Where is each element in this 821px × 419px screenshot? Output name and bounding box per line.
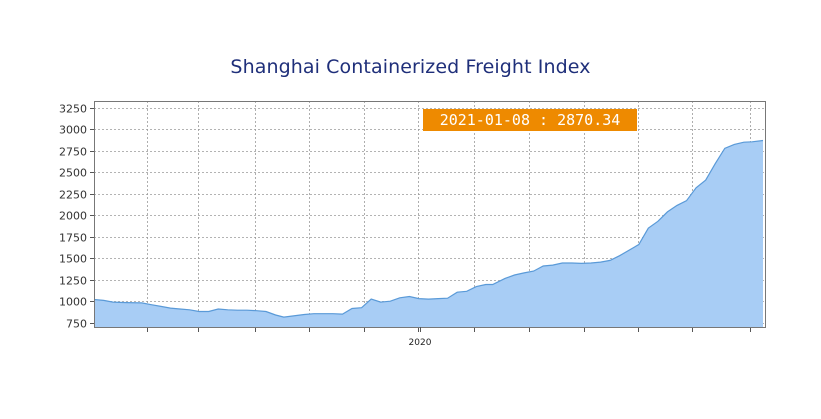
annotation-box (423, 109, 637, 131)
y-tick-label: 2000 (59, 210, 87, 223)
y-tick-label: 1750 (59, 232, 87, 245)
y-tick-label: 2750 (59, 146, 87, 159)
y-tick-label: 3250 (59, 103, 87, 116)
y-tick-label: 2500 (59, 167, 87, 180)
chart-title: Shanghai Containerized Freight Index (230, 56, 591, 78)
area-layer (93, 139, 764, 327)
area-fill (94, 140, 763, 327)
y-tick-label: 1500 (59, 253, 87, 266)
y-tick-label: 2250 (59, 189, 87, 202)
x-tick-label: 2020 (409, 338, 432, 348)
annotation-layer: 2021-01-08 : 2870.34 (423, 109, 637, 131)
annotation-label: 2021-01-08 : 2870.34 (440, 111, 621, 129)
y-tick-label: 1000 (59, 296, 87, 309)
y-tick-label: 3000 (59, 124, 87, 137)
plot-frame (94, 101, 766, 328)
y-tick-label: 1250 (59, 275, 87, 288)
axis-layer: 750 1000 1250 1500 1750 2000 2250 2500 2750 3000 3… (59, 101, 766, 348)
series-line (93, 139, 764, 318)
y-tick-label: 750 (66, 318, 87, 331)
